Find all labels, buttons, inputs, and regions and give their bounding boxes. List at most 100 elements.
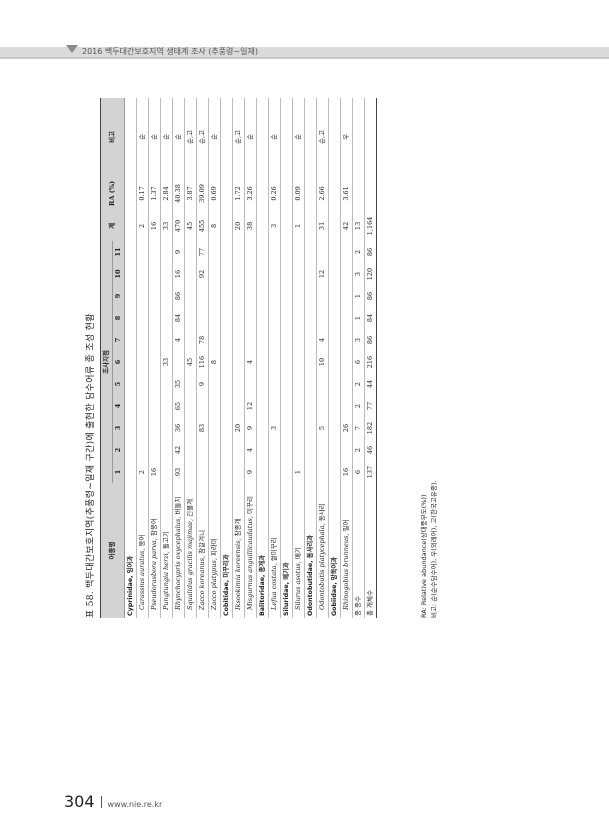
site-count-cell <box>340 373 353 395</box>
note-remark: 비고: 순(순수담수어), 우(외래어), 고(한국고유종). <box>430 480 438 618</box>
korean-name: 미꾸리 <box>246 496 254 514</box>
species-name: Misgurnus anguillicaudatus, 미꾸리 <box>244 483 257 618</box>
site-count-cell <box>316 240 329 263</box>
site-count-cell <box>148 263 161 285</box>
site-count-cell: 42 <box>172 439 185 461</box>
site-count-cell <box>148 351 161 373</box>
species-name: Pseudorasbora parva, 참붕어 <box>148 483 161 618</box>
site-count-cell <box>208 285 221 307</box>
site-count-cell <box>160 307 173 329</box>
remark-cell: 순,고 <box>316 97 329 176</box>
species-name: Zacco koreanus, 참갈겨니 <box>196 483 209 618</box>
site-count-cell <box>268 240 281 263</box>
site-count-cell: 4 <box>244 351 257 373</box>
site-count-cell: 1 <box>352 307 365 329</box>
site-number-header: 9 <box>112 285 125 307</box>
site-count-cell: 2 <box>136 461 149 483</box>
site-number-header: 6 <box>112 351 125 373</box>
footer-url: www.nie.re.kr <box>107 800 163 809</box>
korean-name: 쌀미꾸리 <box>270 537 278 562</box>
summary-row: 총 개체수 137 46 182 77 44 216 86 84 86 120 86 1,164 <box>364 97 377 618</box>
site-count-cell <box>184 285 197 307</box>
site-count-cell <box>244 240 257 263</box>
family-row: Odontobutidae, 동사리과 <box>304 97 317 618</box>
header-row-1: 어종명 조사지점 계 RA (%) 비고 <box>100 97 125 618</box>
remark-cell: 순 <box>244 97 257 176</box>
remark-cell: 순 <box>172 97 185 176</box>
scientific-name: Pseudorasbora parva, <box>150 538 158 610</box>
site-count-cell: 78 <box>196 329 209 351</box>
col-species-header: 어종명 <box>100 483 125 618</box>
scientific-name: Silurus asotus, <box>294 561 302 610</box>
species-name: Squalidus gracilis majimae, 긴몰개 <box>184 483 197 618</box>
site-count-cell <box>340 285 353 307</box>
species-row: Zacco platypus, 피라미 8 8 0.69 순 <box>208 97 221 618</box>
family-row: Cyprinidae, 잉어과 <box>124 97 137 618</box>
korean-name: 돌고기 <box>162 531 170 550</box>
site-count-cell <box>292 329 305 351</box>
site-count-cell <box>244 285 257 307</box>
site-count-cell: 2 <box>352 373 365 395</box>
family-name: Gobiidae, 망둑어과 <box>328 97 341 618</box>
site-count-cell <box>136 263 149 285</box>
col-remark-header: 비고 <box>100 97 125 176</box>
site-count-cell <box>160 461 173 483</box>
site-count-cell <box>268 263 281 285</box>
species-name: Rhynchocypris oxycephalus, 버들치 <box>172 483 185 618</box>
remark-cell: 순 <box>292 97 305 176</box>
site-count-cell <box>316 373 329 395</box>
species-row: Zacco koreanus, 참갈겨니 83 9 116 78 92 77 455 39.09… <box>196 97 209 618</box>
remark-cell: 순 <box>160 97 173 176</box>
remark-cell: 순 <box>268 97 281 176</box>
site-count-cell <box>316 395 329 417</box>
species-name: Pungtungia herzi, 돌고기 <box>160 483 173 618</box>
site-count-cell: 26 <box>340 417 353 439</box>
site-count-cell <box>208 439 221 461</box>
ra-cell: 0.69 <box>208 175 221 211</box>
site-count-cell <box>232 373 245 395</box>
site-count-cell: 35 <box>172 373 185 395</box>
family-row: Gobiidae, 망둑어과 <box>328 97 341 618</box>
site-count-cell <box>172 351 185 373</box>
site-count-cell: 2 <box>352 240 365 263</box>
site-count-cell: 93 <box>172 461 185 483</box>
col-total-header: 계 <box>100 210 125 241</box>
site-count-cell <box>244 263 257 285</box>
species-name: Odontobutis platycephala, 동사리 <box>316 483 329 618</box>
site-count-cell <box>292 285 305 307</box>
site-count-cell <box>208 461 221 483</box>
species-row: Lefua costata, 쌀미꾸리 3 3 0.26 순 <box>268 97 281 618</box>
site-count-cell: 46 <box>364 439 377 461</box>
col-ra-header: RA (%) <box>100 175 125 211</box>
scientific-name: Pungtungia herzi, <box>162 551 170 610</box>
site-number-header: 4 <box>112 395 125 417</box>
site-count-cell <box>184 373 197 395</box>
site-count-cell: 182 <box>364 417 377 439</box>
total-cell: 8 <box>208 210 221 241</box>
site-count-cell: 116 <box>196 351 209 373</box>
site-count-cell <box>316 439 329 461</box>
site-count-cell <box>160 373 173 395</box>
site-count-cell <box>136 351 149 373</box>
scientific-name: Rhynchocypris oxycephalus, <box>174 516 182 610</box>
site-count-cell <box>148 417 161 439</box>
header-triangle-icon <box>66 45 78 53</box>
site-count-cell <box>208 395 221 417</box>
korean-name: 버들치 <box>174 496 182 515</box>
running-title: 2016 백두대간보호지역 생태계 조사 (추풍령~일재) <box>82 47 258 56</box>
site-count-cell <box>340 395 353 417</box>
site-count-cell <box>184 307 197 329</box>
remark-cell: 순 <box>208 97 221 176</box>
total-cell: 470 <box>172 210 185 241</box>
total-cell: 3 <box>268 210 281 241</box>
site-count-cell <box>184 395 197 417</box>
site-count-cell <box>316 307 329 329</box>
site-count-cell <box>160 263 173 285</box>
ra-cell: 1.72 <box>232 175 245 211</box>
site-count-cell <box>208 240 221 263</box>
site-count-cell <box>340 439 353 461</box>
site-count-cell: 36 <box>172 417 185 439</box>
site-count-cell: 4 <box>316 329 329 351</box>
site-count-cell <box>292 240 305 263</box>
korean-name: 붕어 <box>138 534 146 547</box>
